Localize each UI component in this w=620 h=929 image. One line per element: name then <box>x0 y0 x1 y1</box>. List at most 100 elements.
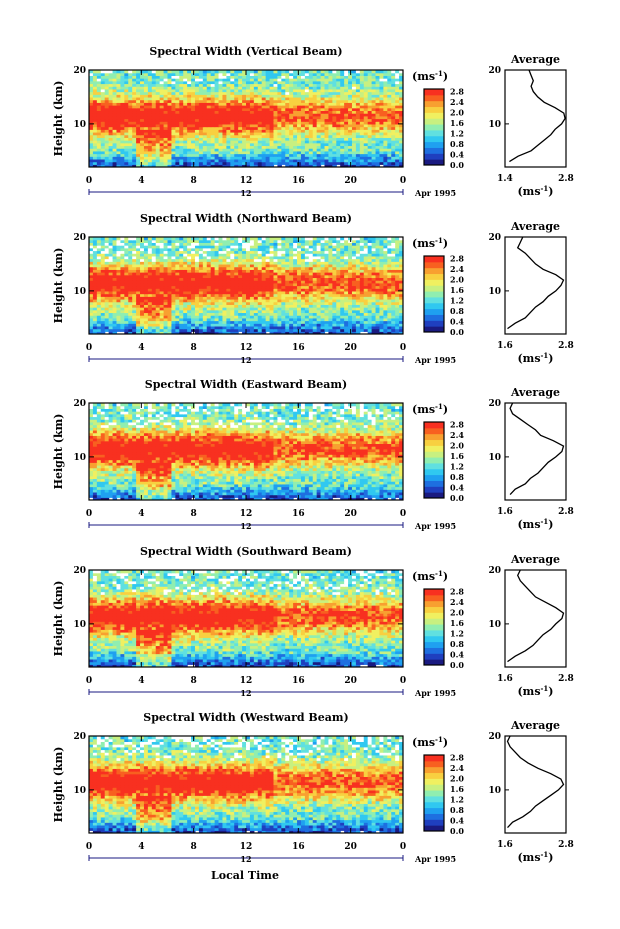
heatmap-cell <box>359 110 365 114</box>
heatmap-cell <box>226 274 231 279</box>
heatmap-cell <box>399 277 403 281</box>
heatmap-cell <box>246 75 251 79</box>
heatmap-cell <box>198 325 204 330</box>
heatmap-cell <box>234 290 239 295</box>
heatmap-cell <box>143 121 149 125</box>
heatmap-cell <box>265 288 271 292</box>
heatmap-cell <box>191 86 196 90</box>
heatmap-cell <box>194 118 200 122</box>
heatmap-cell <box>132 290 137 295</box>
heatmap-cell <box>214 309 220 314</box>
heatmap-cell <box>344 78 349 82</box>
heatmap-cell <box>234 266 239 270</box>
heatmap-cell <box>395 296 400 300</box>
heatmap-cell <box>194 107 200 112</box>
heatmap-cell <box>104 126 110 130</box>
heatmap-cell <box>238 134 243 138</box>
heatmap-cell <box>359 274 365 279</box>
heatmap-cell <box>312 102 318 106</box>
heatmap-cell <box>281 304 286 308</box>
heatmap-cell <box>183 153 188 157</box>
heatmap-cell <box>308 269 314 273</box>
heatmap-cell <box>399 317 403 322</box>
heatmap-cell <box>399 94 403 98</box>
heatmap-cell <box>375 296 381 300</box>
heatmap-cell <box>285 142 290 147</box>
heatmap-cell <box>194 150 200 155</box>
heatmap-cell <box>147 148 153 152</box>
heatmap-cell <box>399 301 403 305</box>
heatmap-cell <box>163 118 169 122</box>
heatmap-cell <box>198 288 204 292</box>
heatmap-cell <box>100 102 106 106</box>
heatmap-cell <box>147 272 153 276</box>
heatmap-cell <box>112 298 118 303</box>
heatmap-cell <box>399 323 403 327</box>
heatmap-cell <box>183 102 188 106</box>
heatmap-cell <box>179 328 184 332</box>
heatmap-cell <box>234 94 239 98</box>
heatmap-cell <box>175 121 180 125</box>
heatmap-cell <box>194 88 200 93</box>
heatmap-cell <box>371 288 377 292</box>
heatmap-cell <box>316 107 322 112</box>
heatmap-cell <box>300 285 306 289</box>
heatmap-cell <box>316 110 322 114</box>
heatmap-cell <box>100 293 106 297</box>
heatmap-cell <box>379 137 384 141</box>
heatmap-cell <box>218 161 224 165</box>
heatmap-cell <box>265 140 271 144</box>
heatmap-cell <box>387 323 392 327</box>
heatmap-cell <box>363 83 369 87</box>
heatmap-cell <box>308 88 314 93</box>
heatmap-cell <box>116 161 121 165</box>
heatmap-cell <box>332 290 337 295</box>
heatmap-cell <box>379 323 384 327</box>
heatmap-cell <box>136 150 141 155</box>
heatmap-cell <box>136 323 141 327</box>
heatmap-cell <box>108 317 114 322</box>
heatmap-cell <box>191 134 196 138</box>
heatmap-cell <box>140 301 145 305</box>
heatmap-cell <box>308 274 314 279</box>
heatmap-cell <box>226 94 231 98</box>
heatmap-cell <box>300 134 306 138</box>
heatmap-cell <box>128 129 133 133</box>
heatmap-cell <box>383 102 388 106</box>
heatmap-cell <box>351 96 357 101</box>
heatmap-cell <box>285 121 290 125</box>
heatmap-cell <box>253 320 259 324</box>
heatmap-cell <box>218 105 224 109</box>
heatmap-cell <box>92 83 98 87</box>
heatmap-cell <box>328 282 333 287</box>
heatmap-cell <box>375 293 381 297</box>
heatmap-cell <box>191 150 196 155</box>
heatmap-cell <box>336 153 341 157</box>
heatmap-cell <box>179 80 184 85</box>
heatmap-cell <box>104 320 110 324</box>
heatmap-cell <box>281 72 286 76</box>
heatmap-cell <box>92 301 98 305</box>
heatmap-cell <box>242 140 247 144</box>
heatmap-cell <box>367 72 373 76</box>
heatmap-cell <box>124 99 129 103</box>
heatmap-cell <box>340 110 345 114</box>
heatmap-cell <box>289 129 294 133</box>
heatmap-cell <box>198 323 204 327</box>
heatmap-cell <box>344 115 349 120</box>
heatmap-cell <box>104 266 110 270</box>
colorbar-tick-label: 1.6 <box>450 118 464 128</box>
heatmap-cell <box>147 263 153 268</box>
heatmap-cell <box>391 290 396 295</box>
heatmap-cell <box>359 102 365 106</box>
heatmap-cell <box>104 325 110 330</box>
heatmap-cell <box>257 288 263 292</box>
heatmap-cell <box>214 293 220 297</box>
heatmap-cell <box>116 156 121 160</box>
heatmap-cell <box>344 269 349 273</box>
heatmap-cell <box>351 323 357 327</box>
heatmap-cell <box>359 115 365 120</box>
heatmap-cell <box>297 290 302 295</box>
heatmap-cell <box>273 121 278 125</box>
heatmap-cell <box>281 140 286 144</box>
